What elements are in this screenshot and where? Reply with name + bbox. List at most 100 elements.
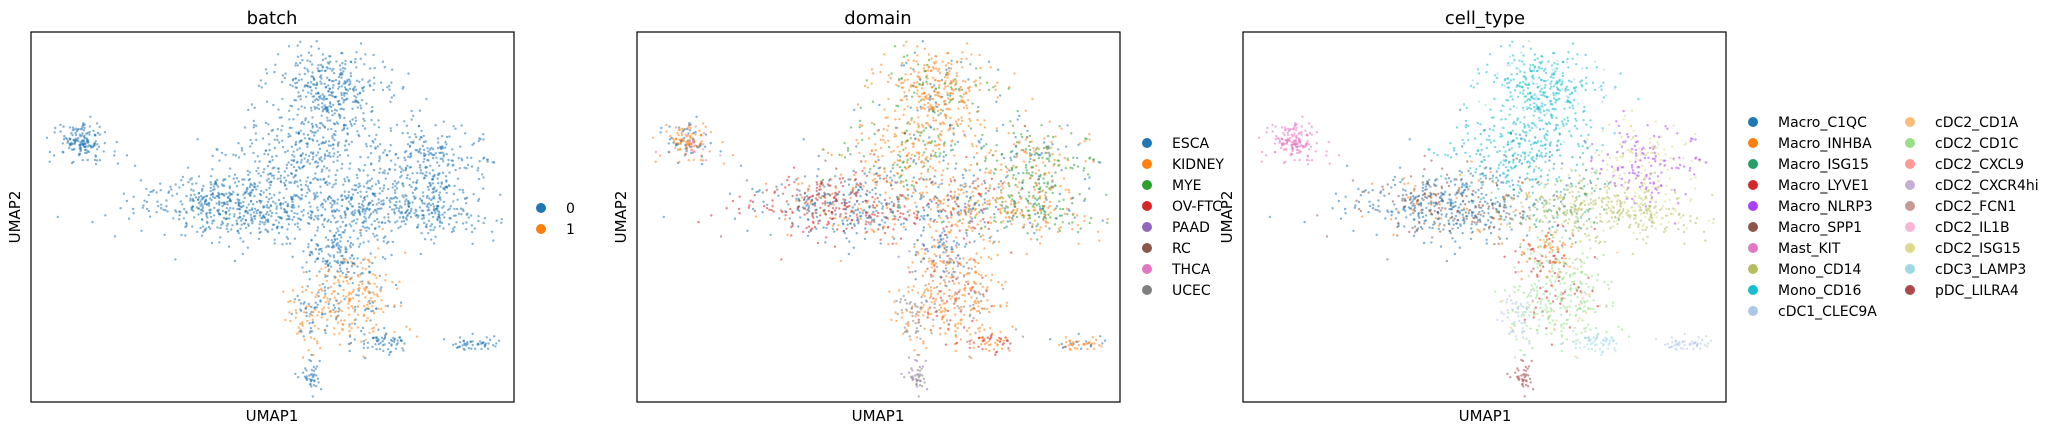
data-point bbox=[210, 183, 213, 186]
data-point bbox=[946, 204, 950, 208]
data-point bbox=[1000, 195, 1003, 199]
data-point bbox=[960, 88, 964, 92]
data-point bbox=[240, 147, 244, 150]
data-point bbox=[307, 187, 310, 191]
data-point bbox=[651, 136, 655, 139]
data-point bbox=[1025, 169, 1029, 172]
data-point bbox=[386, 348, 390, 351]
data-point bbox=[237, 156, 241, 159]
data-point bbox=[917, 124, 921, 128]
data-point bbox=[341, 220, 344, 224]
data-point bbox=[345, 295, 348, 298]
data-point bbox=[397, 207, 401, 210]
data-point bbox=[368, 214, 372, 217]
data-point bbox=[247, 108, 250, 112]
data-point bbox=[326, 318, 329, 321]
data-point bbox=[359, 107, 363, 110]
data-point bbox=[290, 145, 293, 148]
data-point bbox=[336, 292, 340, 295]
data-point bbox=[988, 187, 991, 190]
data-point bbox=[303, 137, 307, 140]
data-point bbox=[295, 194, 298, 197]
data-point bbox=[983, 221, 986, 224]
data-point bbox=[320, 69, 324, 72]
data-point bbox=[364, 296, 367, 299]
data-point bbox=[364, 53, 367, 56]
data-point bbox=[1009, 156, 1012, 159]
data-point bbox=[1083, 177, 1087, 181]
data-point bbox=[357, 284, 361, 287]
data-point bbox=[394, 163, 397, 166]
data-point bbox=[350, 265, 354, 268]
data-point bbox=[316, 226, 320, 229]
data-point bbox=[923, 214, 926, 217]
data-point bbox=[892, 202, 896, 206]
data-point bbox=[939, 152, 942, 155]
data-point bbox=[920, 131, 923, 134]
data-point bbox=[367, 240, 370, 243]
data-point bbox=[948, 82, 951, 85]
data-point bbox=[908, 214, 911, 217]
data-point bbox=[1000, 221, 1003, 224]
data-point bbox=[312, 178, 315, 181]
data-point bbox=[378, 225, 381, 228]
data-point bbox=[979, 299, 983, 303]
data-point bbox=[919, 105, 922, 109]
data-point bbox=[1050, 175, 1054, 178]
data-point bbox=[371, 305, 374, 308]
data-point bbox=[348, 323, 351, 326]
data-point bbox=[1058, 153, 1061, 156]
data-point bbox=[355, 51, 358, 54]
data-point bbox=[959, 188, 962, 192]
data-point bbox=[322, 306, 326, 309]
data-point bbox=[815, 227, 818, 230]
data-point bbox=[858, 119, 862, 123]
data-point bbox=[1050, 146, 1053, 149]
data-point bbox=[901, 131, 904, 134]
data-point bbox=[683, 154, 687, 157]
data-point bbox=[1004, 216, 1008, 219]
data-point bbox=[452, 125, 455, 128]
data-point bbox=[391, 280, 394, 284]
data-point bbox=[1004, 200, 1007, 203]
data-point bbox=[282, 290, 285, 293]
data-point bbox=[808, 184, 811, 188]
data-point bbox=[691, 132, 694, 135]
data-point bbox=[131, 207, 135, 211]
data-point bbox=[936, 209, 940, 213]
data-point bbox=[903, 217, 906, 220]
data-point bbox=[802, 230, 805, 234]
data-point bbox=[330, 127, 333, 131]
data-point bbox=[299, 61, 302, 65]
data-point bbox=[254, 160, 257, 163]
data-point bbox=[401, 132, 404, 135]
data-point bbox=[465, 228, 468, 231]
data-point bbox=[202, 230, 205, 234]
data-point bbox=[994, 205, 998, 209]
data-point bbox=[477, 219, 480, 223]
data-point bbox=[377, 307, 380, 310]
data-point bbox=[969, 119, 972, 123]
data-point bbox=[923, 107, 927, 111]
data-point bbox=[906, 122, 909, 125]
data-point bbox=[977, 203, 981, 207]
data-point bbox=[731, 154, 735, 157]
data-point bbox=[246, 246, 249, 249]
data-point bbox=[461, 159, 464, 162]
data-point bbox=[922, 209, 926, 212]
data-point bbox=[317, 381, 320, 384]
data-point bbox=[325, 279, 329, 283]
data-point bbox=[353, 61, 357, 64]
data-point bbox=[920, 176, 923, 180]
data-point bbox=[861, 188, 864, 191]
data-point bbox=[871, 218, 874, 222]
data-point bbox=[348, 325, 351, 328]
data-point bbox=[207, 204, 211, 207]
data-point bbox=[835, 206, 838, 210]
data-point bbox=[823, 208, 826, 212]
data-point bbox=[94, 140, 98, 143]
data-point bbox=[294, 169, 298, 172]
data-point bbox=[822, 226, 825, 229]
data-point bbox=[793, 180, 796, 184]
data-point bbox=[181, 175, 184, 179]
